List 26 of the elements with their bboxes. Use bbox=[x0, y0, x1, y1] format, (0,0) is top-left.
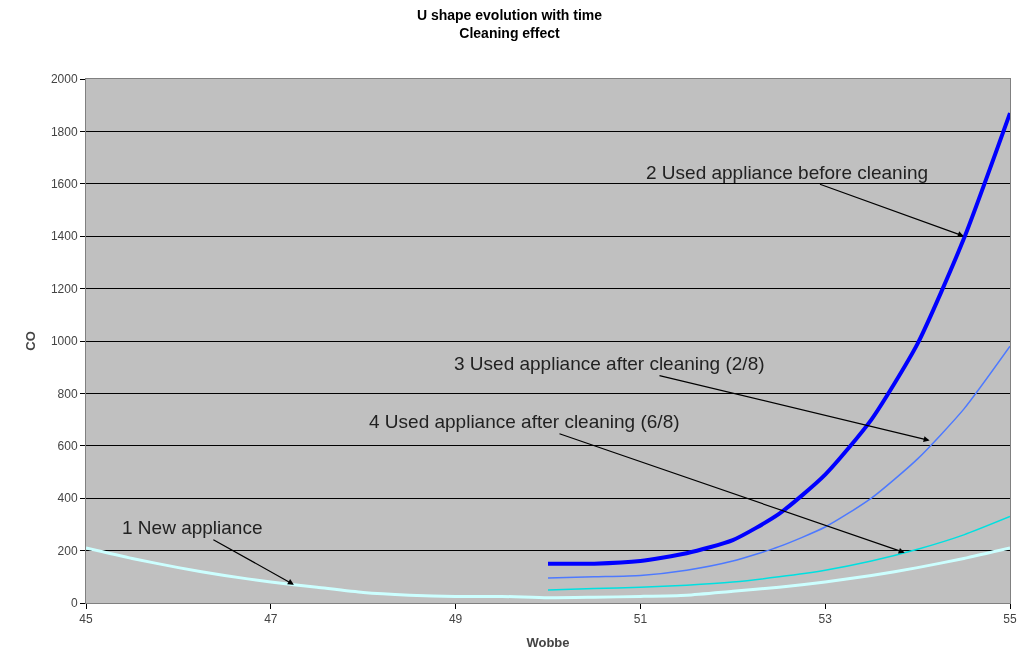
annotation: 2 Used appliance before cleaning bbox=[646, 162, 929, 183]
chart-subtitle: Cleaning effect bbox=[459, 25, 561, 42]
annotation: 1 New appliance bbox=[122, 517, 263, 538]
chart-title: U shape evolution with time bbox=[416, 6, 603, 23]
x-tick-label: 47 bbox=[264, 612, 278, 627]
y-tick-label: 1200 bbox=[50, 281, 78, 296]
y-tick-label: 800 bbox=[57, 386, 78, 401]
y-tick-label: 200 bbox=[57, 543, 78, 558]
x-tick-label: 49 bbox=[448, 612, 463, 627]
x-tick-label: 53 bbox=[818, 612, 833, 627]
y-tick-label: 1800 bbox=[50, 124, 78, 139]
x-axis-title: Wobbe bbox=[526, 635, 570, 650]
annotation: 4 Used appliance after cleaning (6/8) bbox=[369, 411, 680, 432]
y-axis-title: CO bbox=[22, 331, 38, 351]
y-tick-label: 400 bbox=[57, 491, 78, 506]
line-series bbox=[547, 515, 1010, 591]
x-tick-label: 45 bbox=[79, 612, 93, 627]
y-tick-label: 600 bbox=[57, 439, 78, 453]
y-tick-label: 2000 bbox=[50, 72, 78, 87]
x-tick-label: 51 bbox=[633, 612, 648, 627]
y-tick-label: 1400 bbox=[50, 229, 78, 244]
y-tick-label: 1600 bbox=[50, 177, 78, 191]
y-tick-label: 1000 bbox=[50, 334, 78, 349]
x-tick-label: 55 bbox=[1003, 612, 1017, 627]
annotation: 3 Used appliance after cleaning (2/8) bbox=[454, 353, 765, 374]
y-tick-label: 0 bbox=[70, 596, 78, 611]
